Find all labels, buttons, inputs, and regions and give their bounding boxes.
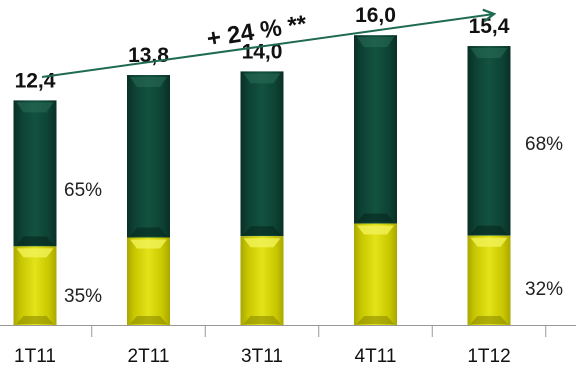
- bar-bevel-lower-1T12: [470, 237, 508, 247]
- bar-shadow-upper-3T11: [243, 226, 281, 236]
- bar-shadow-upper-1T11: [16, 236, 54, 246]
- bar-bevel-upper-2T11: [130, 77, 167, 88]
- bar-shadow-upper-1T12: [470, 225, 508, 235]
- segment-label-upper-1T12: 68%: [525, 134, 563, 155]
- bar-segment-upper-4T11: [354, 35, 397, 224]
- bar-bevel-upper-1T11: [16, 102, 54, 113]
- trend-arrow: [41, 14, 494, 78]
- total-label-1T12: 15,4: [469, 15, 510, 38]
- bar-shadow-upper-2T11: [130, 227, 167, 237]
- bar-shadow-upper-4T11: [357, 213, 394, 223]
- bar-shadow-lower-1T11: [16, 316, 54, 324]
- x-tick-label-1T11: 1T11: [14, 346, 56, 367]
- bar-segment-upper-1T11: [13, 100, 57, 247]
- bar-segment-lower-1T11: [13, 246, 57, 325]
- bar-bevel-lower-4T11: [357, 225, 394, 235]
- bar-segment-upper-2T11: [127, 75, 170, 238]
- segment-label-lower-1T12: 32%: [525, 279, 563, 300]
- x-tick-label-3T11: 3T11: [241, 346, 283, 367]
- bar-bevel-upper-3T11: [243, 73, 281, 84]
- bar-segment-lower-3T11: [240, 236, 284, 325]
- bar-shadow-lower-4T11: [357, 316, 394, 324]
- x-axis: [0, 325, 576, 337]
- bar-bevel-upper-1T12: [470, 48, 508, 59]
- bar-segment-lower-2T11: [127, 237, 170, 325]
- labels-layer: 12,41T1113,82T1114,03T1116,04T1115,41T12…: [14, 4, 563, 367]
- total-label-4T11: 16,0: [355, 4, 396, 27]
- bar-segment-upper-1T12: [467, 46, 511, 236]
- bar-shadow-lower-3T11: [243, 316, 281, 324]
- x-tick-label-4T11: 4T11: [355, 346, 397, 367]
- bar-shadow-lower-2T11: [130, 316, 167, 324]
- bar-segment-lower-4T11: [354, 223, 397, 325]
- x-tick-label-1T12: 1T12: [467, 346, 510, 367]
- bar-shadow-lower-1T12: [470, 316, 508, 324]
- bar-bevel-lower-3T11: [243, 238, 281, 248]
- bar-segment-lower-1T12: [467, 235, 511, 325]
- bars-layer: [13, 35, 511, 325]
- bar-bevel-upper-4T11: [357, 37, 394, 48]
- total-label-3T11: 14,0: [242, 40, 283, 63]
- total-label-1T11: 12,4: [15, 69, 56, 92]
- x-tick-label-2T11: 2T11: [128, 346, 170, 367]
- segment-label-lower-1T11: 35%: [64, 286, 102, 307]
- bar-bevel-lower-2T11: [130, 239, 167, 249]
- bar-segment-upper-3T11: [240, 71, 284, 237]
- bar-bevel-lower-1T11: [16, 248, 54, 258]
- segment-label-upper-1T11: 65%: [64, 180, 102, 201]
